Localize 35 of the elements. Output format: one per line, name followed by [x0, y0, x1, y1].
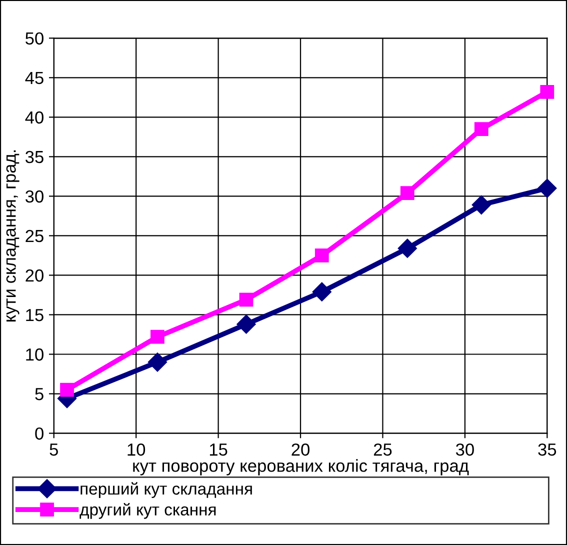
- x-tick-label: 15: [210, 444, 228, 456]
- y-tick-label: 15: [26, 309, 44, 322]
- x-tick-label: 10: [128, 443, 146, 456]
- legend-label: перший кут складання: [80, 482, 252, 498]
- x-tick-label: 35: [538, 443, 556, 456]
- point: [239, 292, 254, 307]
- point: [398, 238, 417, 258]
- y-tick-label: 50: [26, 32, 44, 45]
- legend-label: другий кут скання: [80, 503, 216, 519]
- point: [148, 352, 167, 372]
- y-tick-label: 25: [26, 230, 44, 242]
- point: [474, 122, 488, 136]
- point: [312, 282, 332, 302]
- y-tick-label: 30: [25, 190, 44, 203]
- point: [538, 178, 557, 198]
- point: [472, 195, 491, 214]
- y-tick-label: 20: [26, 269, 44, 282]
- x-tick-label: 20: [292, 443, 310, 456]
- y-tick-label: 35: [25, 150, 44, 164]
- point: [400, 186, 414, 200]
- y-tick-label: 40: [25, 111, 44, 124]
- point: [60, 382, 74, 397]
- x-axis-title: кут повороту керованих коліс тягача, град: [133, 459, 469, 476]
- y-tick-label: 45: [25, 72, 44, 84]
- point: [314, 248, 329, 262]
- x-tick-label: 25: [374, 443, 392, 456]
- y-axis-title: кути складання, град.: [6, 150, 20, 322]
- point: [150, 330, 164, 344]
- y-tick-label: 5: [35, 388, 44, 400]
- x-tick-label: 30: [456, 443, 474, 456]
- x-tick-label: 5: [50, 444, 58, 456]
- y-tick-label: 0: [35, 427, 44, 440]
- y-tick-label: 10: [26, 348, 44, 361]
- point: [540, 84, 554, 99]
- point: [236, 314, 256, 334]
